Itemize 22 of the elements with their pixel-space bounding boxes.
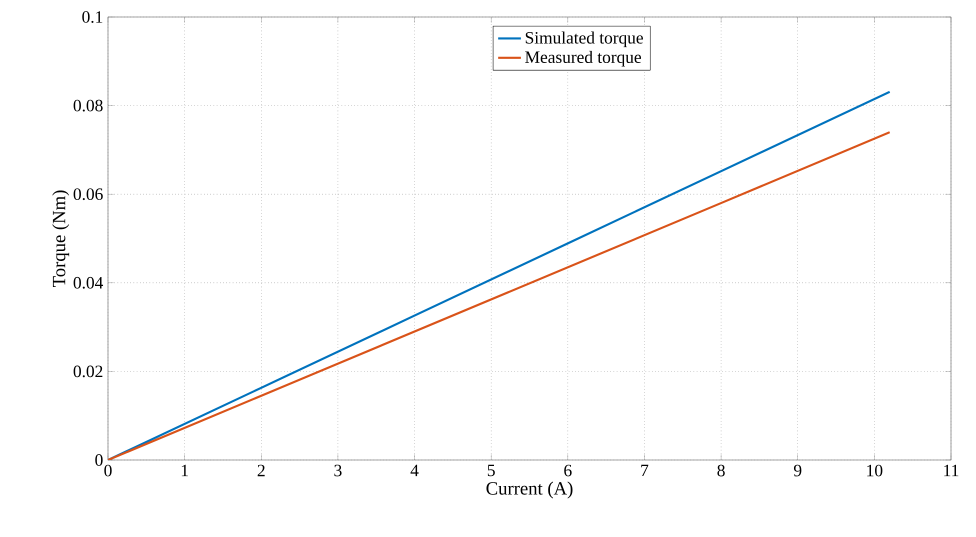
x-tick-label: 1: [182, 464, 188, 476]
y-tick-label: 0.1: [82, 11, 102, 23]
x-tick-label: 7: [641, 464, 648, 476]
x-axis-title: Current (A): [486, 482, 572, 498]
x-tick-label: 10: [867, 464, 882, 476]
legend-label: Simulated torque: [526, 31, 643, 48]
y-tick-label: 0.02: [74, 366, 102, 378]
x-tick-label: 5: [488, 464, 495, 476]
x-tick-label: 9: [794, 464, 802, 476]
y-tick-label: 0.04: [74, 276, 104, 289]
x-tick-label: 0: [104, 464, 112, 476]
y-axis-title: Torque (Nm): [52, 190, 70, 288]
y-tick-label: 0.06: [74, 188, 103, 200]
x-tick-label: 11: [944, 464, 958, 476]
x-tick-label: 2: [258, 464, 265, 476]
y-tick-label: 0: [95, 454, 103, 466]
x-tick-label: 4: [410, 464, 419, 476]
x-tick-label: 3: [334, 464, 342, 476]
x-tick-label: 8: [717, 464, 725, 476]
x-tick-label: 6: [564, 464, 572, 476]
y-tick-label: 0.08: [74, 100, 103, 112]
legend-label: Measured torque: [525, 50, 642, 67]
